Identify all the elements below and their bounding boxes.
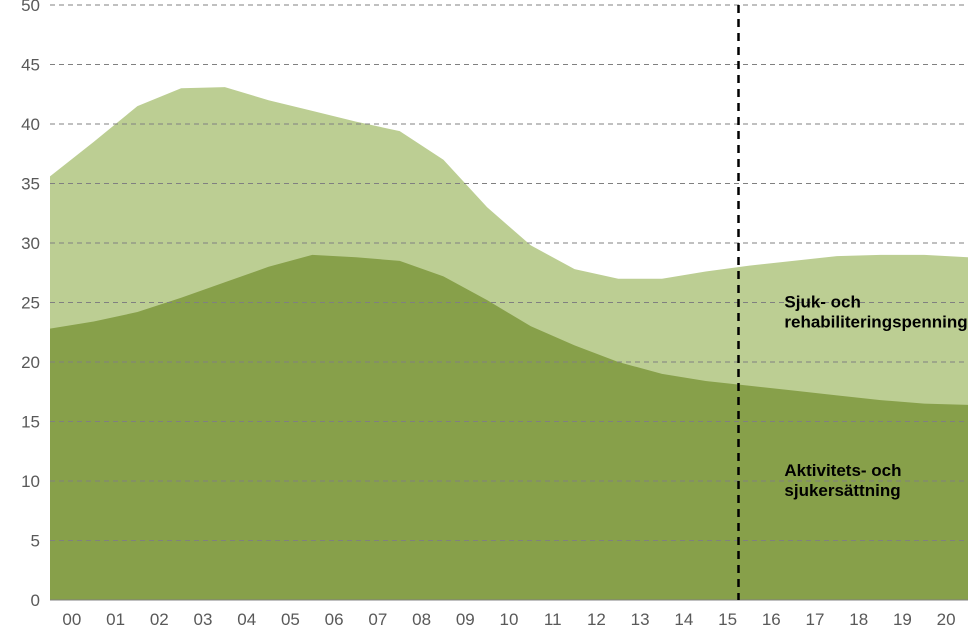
x-labels: 00 01 02 03 04 05 06 07 08 09 10 11 12 13 14 15 16 17 18 19… (62, 610, 955, 629)
x-tick-label: 06 (325, 610, 344, 629)
x-tick-label: 16 (762, 610, 781, 629)
x-tick-label: 05 (281, 610, 300, 629)
x-tick-label: 15 (718, 610, 737, 629)
x-tick-label: 01 (106, 610, 125, 629)
x-tick-label: 10 (500, 610, 519, 629)
x-tick-label: 02 (150, 610, 169, 629)
x-tick-label: 13 (631, 610, 650, 629)
areas (50, 87, 968, 600)
y-tick-label: 10 (21, 472, 40, 491)
x-tick-label: 17 (806, 610, 825, 629)
series-label-aktivitets-och-sjukersattning: Aktivitets- ochsjukersättning (784, 461, 901, 500)
x-tick-label: 07 (368, 610, 387, 629)
y-tick-label: 20 (21, 353, 40, 372)
chart-svg: 0510152025303540455000010203040506070809… (0, 0, 976, 640)
y-tick-label: 40 (21, 115, 40, 134)
y-tick-label: 25 (21, 294, 40, 313)
x-tick-label: 09 (456, 610, 475, 629)
y-tick-label: 50 (21, 0, 40, 15)
x-tick-label: 20 (937, 610, 956, 629)
x-tick-label: 00 (62, 610, 81, 629)
x-tick-label: 11 (544, 610, 562, 629)
area-chart: 0510152025303540455000010203040506070809… (0, 0, 976, 640)
x-tick-label: 03 (194, 610, 213, 629)
x-tick-label: 08 (412, 610, 431, 629)
y-tick-label: 30 (21, 234, 40, 253)
x-tick-label: 04 (237, 610, 256, 629)
y-tick-label: 35 (21, 175, 40, 194)
x-tick-label: 12 (587, 610, 606, 629)
x-tick-label: 19 (893, 610, 912, 629)
y-tick-label: 45 (21, 56, 40, 75)
y-tick-label: 15 (21, 413, 40, 432)
y-tick-label: 0 (31, 591, 40, 610)
x-tick-label: 18 (849, 610, 868, 629)
x-tick-label: 14 (674, 610, 693, 629)
y-tick-label: 5 (31, 532, 40, 551)
